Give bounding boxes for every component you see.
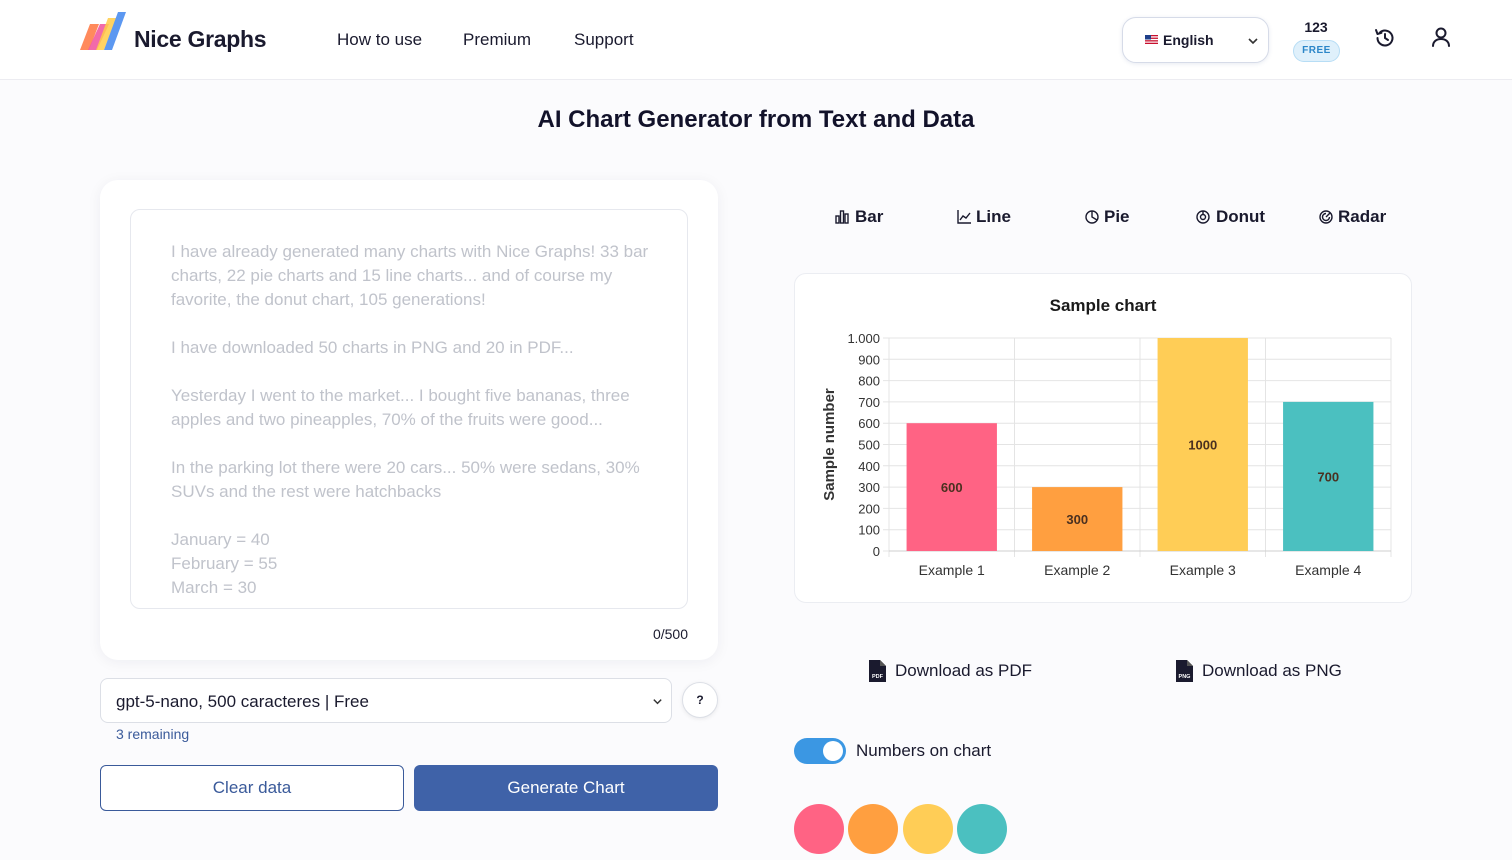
tab-line-label: Line <box>976 207 1011 226</box>
download-pdf-button[interactable]: PDF Download as PDF <box>868 658 1038 684</box>
numbers-on-chart-label: Numbers on chart <box>856 741 992 760</box>
download-png-button[interactable]: PNG Download as PNG <box>1175 658 1350 684</box>
tab-line[interactable]: Line <box>956 206 1016 228</box>
tab-donut-label: Donut <box>1216 207 1266 226</box>
model-label: gpt-5-nano, 500 caracteres | Free <box>116 692 369 711</box>
download-png-label: Download as PNG <box>1202 661 1342 680</box>
chart-title: Sample chart <box>1050 296 1157 315</box>
bar-data-label: 300 <box>1066 512 1088 527</box>
character-counter: 0/500 <box>652 626 688 642</box>
generate-chart-button[interactable]: Generate Chart <box>414 765 718 811</box>
y-tick-label: 400 <box>858 459 880 474</box>
y-axis-label: Sample number <box>821 388 838 501</box>
language-select[interactable]: English <box>1122 17 1269 63</box>
color-swatch-yellow[interactable] <box>903 804 953 854</box>
tab-pie[interactable]: Pie <box>1084 206 1134 228</box>
y-tick-label: 700 <box>858 395 880 410</box>
nav-how-to-use[interactable]: How to use <box>337 30 423 49</box>
plan-badge: FREE <box>1293 40 1340 62</box>
line-chart-icon <box>957 210 971 224</box>
bar-data-label: 700 <box>1317 469 1339 484</box>
download-pdf-label: Download as PDF <box>895 661 1033 680</box>
user-icon[interactable] <box>1429 25 1453 49</box>
y-tick-label: 600 <box>858 416 880 431</box>
png-file-icon: PNG <box>1176 660 1193 682</box>
bar-data-label: 600 <box>941 480 963 495</box>
top-header: Nice Graphs How to use Premium Support E… <box>0 0 1512 80</box>
x-tick-label: Example 4 <box>1295 562 1361 578</box>
x-tick-label: Example 1 <box>919 562 985 578</box>
radar-chart-icon <box>1319 210 1333 224</box>
numbers-on-chart-toggle[interactable] <box>794 738 846 764</box>
y-tick-label: 0 <box>873 544 880 559</box>
y-tick-label: 900 <box>858 352 880 367</box>
chevron-down-icon <box>653 699 662 705</box>
nice-graphs-logo[interactable] <box>78 10 130 54</box>
input-placeholder: I have already generated many charts wit… <box>171 242 649 597</box>
svg-text:PNG: PNG <box>1179 674 1191 680</box>
bar-chart: Sample chart 0 100 200 300 400 500 600 700 800 900… <box>821 296 1392 578</box>
bar <box>906 423 997 551</box>
nav-support[interactable]: Support <box>574 30 634 49</box>
tab-pie-label: Pie <box>1104 207 1130 226</box>
brand-name[interactable]: Nice Graphs <box>134 26 267 52</box>
bar <box>1157 338 1248 551</box>
page-title: AI Chart Generator from Text and Data <box>537 106 975 133</box>
data-text-input[interactable]: I have already generated many charts wit… <box>130 209 688 609</box>
nav-premium[interactable]: Premium <box>463 30 532 49</box>
tab-donut[interactable]: Donut <box>1195 206 1265 228</box>
tab-radar-label: Radar <box>1338 207 1387 226</box>
color-swatch-teal[interactable] <box>957 804 1007 854</box>
bar-chart-icon <box>835 210 849 224</box>
donut-chart-icon <box>1196 210 1210 224</box>
toggle-knob <box>823 741 843 761</box>
color-swatch-orange[interactable] <box>848 804 898 854</box>
y-tick-label: 300 <box>858 480 880 495</box>
bar-data-label: 1000 <box>1188 438 1217 453</box>
chevron-down-icon <box>1248 38 1258 45</box>
bar <box>1283 401 1374 551</box>
pie-chart-icon <box>1085 210 1099 224</box>
x-tick-label: Example 3 <box>1170 562 1236 578</box>
clear-data-button[interactable]: Clear data <box>100 765 404 811</box>
y-tick-label: 500 <box>858 438 880 453</box>
y-tick-label: 800 <box>858 374 880 389</box>
pdf-file-icon: PDF <box>869 660 886 682</box>
y-tick-label: 100 <box>858 523 880 538</box>
history-icon[interactable] <box>1373 26 1397 50</box>
x-tick-label: Example 2 <box>1044 562 1110 578</box>
remaining-count: 3 remaining <box>116 726 190 742</box>
tab-bar-label: Bar <box>855 207 884 226</box>
input-card: I have already generated many charts wit… <box>100 180 718 660</box>
tab-radar[interactable]: Radar <box>1318 206 1388 228</box>
us-flag-icon <box>1145 35 1158 44</box>
y-tick-label: 1.000 <box>847 331 880 346</box>
chart-preview: Sample chart 0 100 200 300 400 500 600 700 800 900… <box>794 273 1412 603</box>
language-label: English <box>1163 32 1214 48</box>
color-swatch-pink[interactable] <box>794 804 844 854</box>
help-button[interactable]: ? <box>682 682 718 718</box>
y-tick-label: 200 <box>858 501 880 516</box>
tab-bar[interactable]: Bar <box>834 206 894 228</box>
credits-count: 123 <box>1304 19 1328 35</box>
model-select[interactable]: gpt-5-nano, 500 caracteres | Free <box>100 678 672 723</box>
svg-text:PDF: PDF <box>872 674 884 680</box>
bar <box>1032 487 1123 551</box>
